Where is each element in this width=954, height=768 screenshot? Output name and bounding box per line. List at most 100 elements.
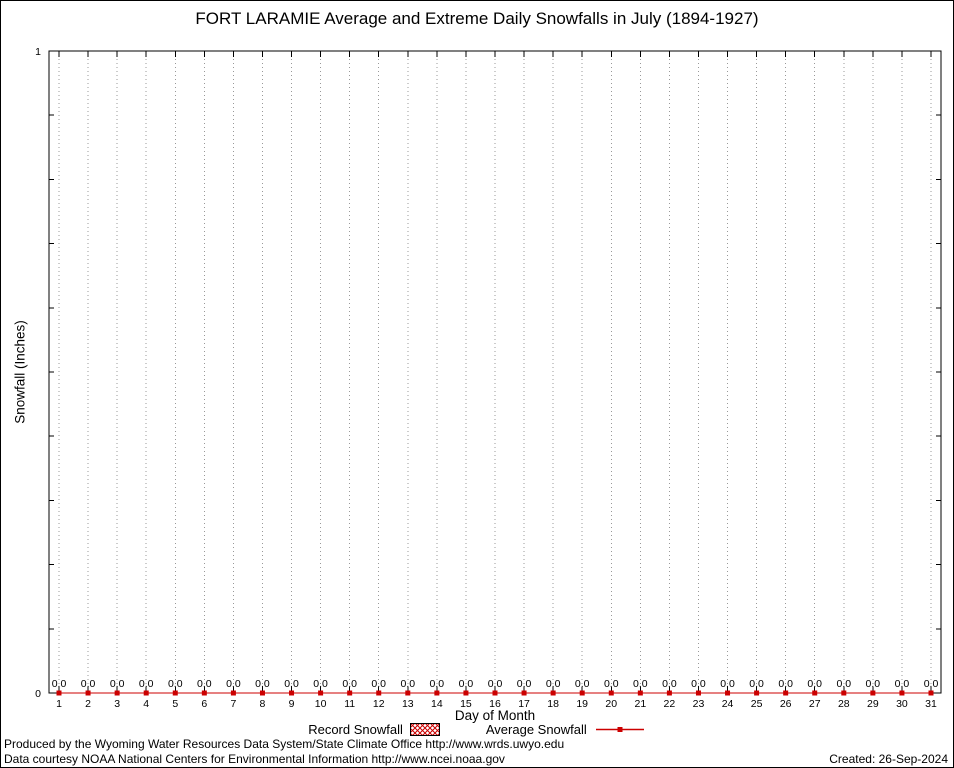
x-tick-label: 19	[576, 698, 588, 710]
x-tick-label: 13	[402, 698, 414, 710]
x-tick-label: 5	[172, 698, 178, 710]
record-snowfall-hatched-swatch-icon	[409, 723, 440, 736]
value-label: 0.0	[313, 678, 328, 690]
value-label: 0.0	[720, 678, 735, 690]
x-tick-label: 6	[201, 698, 207, 710]
x-tick-label: 20	[605, 698, 617, 710]
average-snowfall-point	[783, 690, 789, 696]
value-label: 0.0	[400, 678, 415, 690]
value-label: 0.0	[81, 678, 96, 690]
average-snowfall-point	[812, 690, 818, 696]
value-label: 0.0	[226, 678, 241, 690]
average-snowfall-point	[928, 690, 934, 696]
average-snowfall-point	[579, 690, 585, 696]
average-snowfall-point	[289, 690, 295, 696]
y-tick-label-max: 1	[35, 46, 41, 58]
average-snowfall-point	[347, 690, 353, 696]
average-snowfall-point	[521, 690, 527, 696]
value-label: 0.0	[604, 678, 619, 690]
value-label: 0.0	[284, 678, 299, 690]
value-label: 0.0	[749, 678, 764, 690]
average-snowfall-point	[56, 690, 62, 696]
value-label: 0.0	[168, 678, 183, 690]
average-snowfall-point	[230, 690, 236, 696]
average-snowfall-point	[405, 690, 411, 696]
average-snowfall-point	[259, 690, 265, 696]
average-snowfall-point	[143, 690, 149, 696]
average-snowfall-point	[695, 690, 701, 696]
average-snowfall-line-swatch-icon	[595, 727, 644, 732]
value-label: 0.0	[110, 678, 125, 690]
x-tick-label: 28	[838, 698, 850, 710]
value-label: 0.0	[459, 678, 474, 690]
x-axis-label: Day of Month	[454, 708, 536, 723]
average-snowfall-point	[725, 690, 731, 696]
average-snowfall-point	[870, 690, 876, 696]
value-label: 0.0	[807, 678, 822, 690]
average-snowfall-point	[608, 690, 614, 696]
value-label: 0.0	[430, 678, 445, 690]
value-label: 0.0	[52, 678, 67, 690]
x-tick-label: 2	[85, 698, 91, 710]
average-snowfall-point	[492, 690, 498, 696]
x-tick-label: 21	[634, 698, 646, 710]
x-tick-label: 29	[867, 698, 879, 710]
x-tick-label: 14	[431, 698, 443, 710]
average-snowfall-point	[637, 690, 643, 696]
x-tick-label: 15	[460, 698, 472, 710]
value-label: 0.0	[662, 678, 677, 690]
x-tick-label: 24	[722, 698, 734, 710]
average-snowfall-point	[754, 690, 760, 696]
value-label: 0.0	[488, 678, 503, 690]
x-tick-label: 4	[143, 698, 149, 710]
value-label: 0.0	[255, 678, 270, 690]
average-snowfall-point	[85, 690, 91, 696]
average-snowfall-point	[550, 690, 556, 696]
average-snowfall-point	[899, 690, 905, 696]
average-snowfall-point	[201, 690, 207, 696]
x-tick-label: 30	[896, 698, 908, 710]
value-label: 0.0	[836, 678, 851, 690]
average-snowfall-point	[318, 690, 324, 696]
footer-data-courtesy: Data courtesy NOAA National Centers for …	[4, 752, 505, 766]
x-tick-label: 18	[547, 698, 559, 710]
x-tick-label: 11	[344, 698, 355, 710]
value-label: 0.0	[546, 678, 561, 690]
y-tick-label-min: 0	[35, 688, 41, 700]
value-label: 0.0	[517, 678, 532, 690]
x-tick-label: 16	[489, 698, 501, 710]
x-tick-label: 8	[260, 698, 266, 710]
chart-legend: Record Snowfall Average Snowfall	[1, 722, 953, 737]
x-tick-label: 12	[373, 698, 385, 710]
x-tick-label: 17	[518, 698, 530, 710]
value-label: 0.0	[633, 678, 648, 690]
x-tick-label: 25	[751, 698, 763, 710]
average-snowfall-point	[376, 690, 382, 696]
average-snowfall-point	[172, 690, 178, 696]
average-snowfall-point	[841, 690, 847, 696]
value-label: 0.0	[342, 678, 357, 690]
x-tick-label: 22	[664, 698, 676, 710]
value-label: 0.0	[371, 678, 386, 690]
x-tick-label: 7	[230, 698, 236, 710]
value-label: 0.0	[924, 678, 939, 690]
value-label: 0.0	[139, 678, 154, 690]
value-label: 0.0	[197, 678, 212, 690]
average-snowfall-point	[114, 690, 120, 696]
footer-created-date: Created: 26-Sep-2024	[829, 752, 948, 766]
x-tick-label: 23	[693, 698, 705, 710]
average-snowfall-point	[434, 690, 440, 696]
legend-label-record-snowfall: Record Snowfall	[308, 722, 403, 737]
x-tick-label: 9	[289, 698, 295, 710]
x-tick-label: 1	[56, 698, 62, 710]
legend-label-average-snowfall: Average Snowfall	[485, 722, 587, 737]
value-label: 0.0	[575, 678, 590, 690]
x-tick-label: 27	[809, 698, 821, 710]
x-tick-label: 26	[780, 698, 792, 710]
value-label: 0.0	[895, 678, 910, 690]
x-tick-label: 31	[925, 698, 937, 710]
average-snowfall-point	[463, 690, 469, 696]
x-tick-label: 10	[315, 698, 327, 710]
